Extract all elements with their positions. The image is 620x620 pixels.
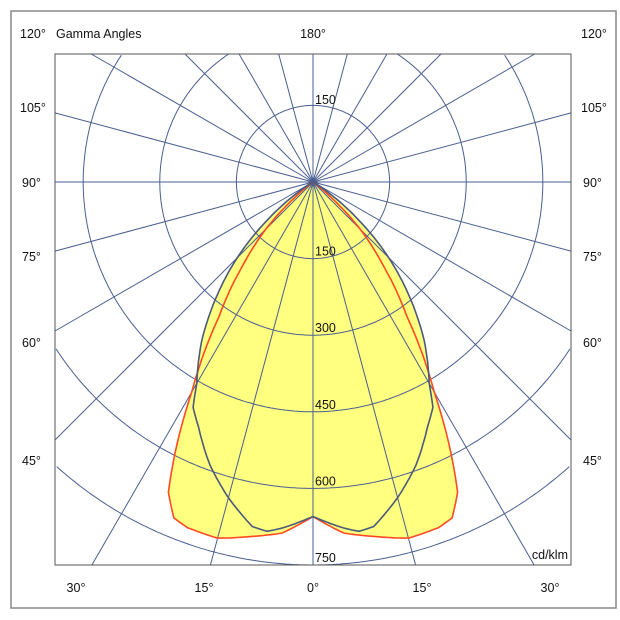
radial-tick-label: 300: [315, 321, 336, 335]
angle-label-right: 45°: [583, 454, 602, 468]
radial-tick-label-top: 150: [315, 93, 336, 107]
angle-label-right: 60°: [583, 336, 602, 350]
angle-label-top: 180°: [300, 27, 326, 41]
radial-tick-label: 750: [315, 551, 336, 565]
gamma-ray: [312, 181, 417, 566]
radial-ring: [55, 348, 571, 489]
radial-tick-label: 150: [315, 245, 336, 259]
gamma-ray: [312, 181, 535, 566]
angle-label-top-left: 120°: [20, 27, 46, 41]
angle-label-bottom: 30°: [541, 581, 560, 595]
radial-tick-label: 600: [315, 474, 336, 488]
intensity-curve: [192, 181, 434, 533]
angle-label-right: 90°: [583, 176, 602, 190]
gamma-ray: [91, 181, 314, 566]
gamma-ray: [312, 53, 348, 183]
plot-area-border: [54, 53, 572, 566]
gamma-ray: [91, 53, 314, 183]
gamma-ray: [238, 53, 314, 183]
gamma-ray: [312, 53, 535, 183]
radial-ring: [159, 53, 467, 336]
gamma-ray: [312, 53, 442, 183]
gamma-ray: [54, 181, 314, 332]
angle-label-right: 105°: [581, 101, 607, 115]
angle-label-bottom: 30°: [67, 581, 86, 595]
angle-label-bottom: 15°: [413, 581, 432, 595]
gamma-ray: [312, 181, 572, 252]
angle-label-right: 75°: [583, 250, 602, 264]
gamma-ray: [184, 53, 314, 183]
angle-label-left: 75°: [22, 250, 41, 264]
angle-label-bottom: 0°: [307, 581, 319, 595]
gamma-ray: [209, 181, 314, 566]
gamma-ray: [54, 181, 314, 252]
angle-label-top-right: 120°: [581, 27, 607, 41]
gamma-ray: [278, 53, 314, 183]
radial-ring: [56, 466, 570, 566]
angle-label-left: 45°: [22, 454, 41, 468]
angle-label-left: 90°: [22, 176, 41, 190]
gamma-ray: [312, 112, 572, 183]
gamma-ray: [312, 181, 572, 332]
unit-label: cd/klm: [532, 548, 568, 562]
angle-label-left: 60°: [22, 336, 41, 350]
chart-title: Gamma Angles: [56, 27, 141, 41]
angle-label-left: 105°: [20, 101, 46, 115]
angle-label-bottom: 15°: [195, 581, 214, 595]
gamma-ray: [312, 53, 388, 183]
gamma-ray: [54, 112, 314, 183]
radial-tick-label: 450: [315, 398, 336, 412]
radial-ring: [82, 54, 544, 413]
